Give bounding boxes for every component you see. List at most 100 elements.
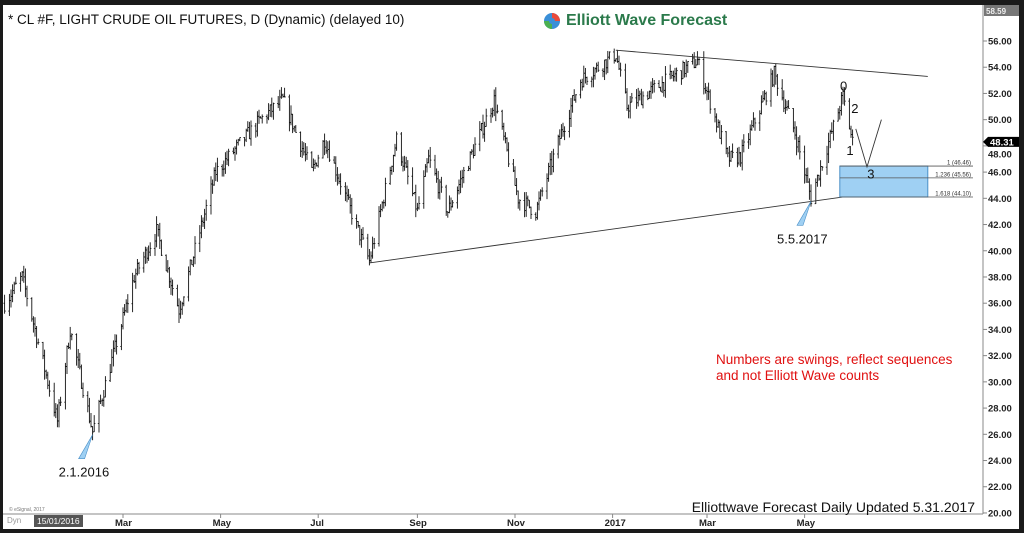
price-bar [797,136,800,153]
y-tick-label: 34.00 [988,325,1012,336]
price-bar [221,164,224,177]
price-bar [225,150,229,166]
price-bar [323,133,326,156]
price-bar [101,398,104,407]
low-marker-triangle [796,201,812,226]
price-bar [179,300,182,319]
price-bar [81,382,85,398]
price-bar [369,251,373,263]
price-bar [793,121,797,140]
price-bar [705,86,709,101]
price-bar [299,131,302,158]
price-bar [425,158,429,173]
price-bar [350,197,353,225]
price-bar [776,73,779,96]
price-bar [213,167,216,186]
price-bar [43,349,46,380]
price-chart[interactable]: 58.59 56.00 54.00 52.00 50.00 48.00 46.00 44.00… [3,5,1019,529]
price-bar [110,349,113,373]
dyn-label[interactable]: Dyn [7,516,22,525]
price-bar [160,239,163,256]
price-bar [270,97,273,118]
price-bar [358,225,361,246]
price-bar [245,128,248,142]
price-bar [640,88,643,106]
swing-label: 0 [840,79,847,94]
price-bar [289,105,293,126]
price-bar [246,121,249,132]
price-bar [109,363,112,382]
x-tick-label: May [213,518,232,529]
price-bar [435,168,438,183]
price-bar [843,87,846,106]
price-bar [336,167,339,186]
price-bar [541,187,544,197]
price-bar [238,136,241,142]
price-bar [422,170,425,209]
price-bar [30,297,33,322]
chart-panel: 58.59 56.00 54.00 52.00 50.00 48.00 46.00 44.00… [3,5,1019,529]
price-bar [19,272,22,292]
price-bar [761,91,765,103]
fib-level-label: 1 (46.46) [947,161,971,167]
price-bar [672,70,675,82]
price-bar [478,121,481,152]
price-bar [176,284,179,307]
price-bar [272,102,275,120]
price-bar [113,334,117,353]
price-bar [45,369,48,379]
price-bar [120,324,123,351]
price-bar [134,268,137,289]
price-bar [54,403,57,419]
price-bar [771,70,774,87]
price-bar [281,93,285,98]
price-bar [849,125,853,138]
price-bar [147,245,150,261]
price-bar [182,296,185,307]
price-bar [445,184,448,216]
price-bar [427,149,430,164]
price-bar [635,89,638,109]
y-tick-label: 44.00 [988,194,1012,205]
price-bar [693,52,696,69]
price-bar [416,202,419,212]
price-bar [742,134,745,153]
price-bar [200,215,203,239]
price-bar [480,122,483,132]
price-bar [504,132,507,144]
price-bar [145,247,149,264]
price-bar [545,173,549,200]
top-price-label: 58.59 [986,7,1007,16]
y-tick-label: 36.00 [988,299,1012,310]
price-bar [669,64,672,80]
price-bar [280,87,283,99]
price-bar [664,66,667,98]
x-tick-label: Jul [310,518,324,529]
copyright: © eSignal, 2017 [9,507,45,513]
price-bar [680,70,683,85]
price-bar [339,173,342,195]
y-tick-label: 26.00 [988,430,1012,441]
date-annotation: 5.5.2017 [777,231,828,246]
price-bar [838,105,841,120]
price-bar [22,265,25,283]
price-bar [581,78,584,91]
y-tick-label: 46.00 [988,168,1012,179]
y-tick-label: 50.00 [988,115,1012,126]
price-bar [518,199,521,211]
price-bar [670,70,673,79]
price-bar [294,125,297,133]
price-bar [203,208,206,229]
logo: Elliott Wave Forecast [543,12,727,30]
price-bar [153,233,157,256]
price-bar [67,342,70,349]
price-bar [496,104,499,114]
price-bar [373,237,376,249]
x-tick-label: 2017 [605,518,626,529]
price-bar [827,132,830,164]
price-bar [507,142,510,168]
price-bar [449,197,453,211]
price-bar [473,137,477,156]
fib-target-box [839,165,929,198]
price-bar [584,67,587,84]
